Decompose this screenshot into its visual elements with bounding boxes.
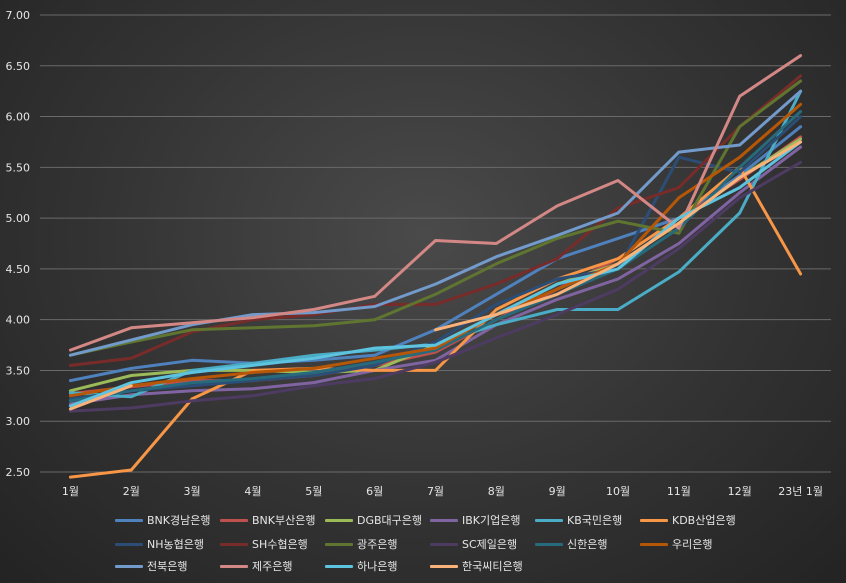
y-axis-ticks: 2.50 3.00 3.50 4.00 4.50 5.00 5.50 6.00 6.50 7.00	[6, 9, 31, 479]
series-line-14	[68, 140, 803, 408]
x-tick-label: 2월	[123, 485, 140, 498]
series-line-15	[68, 140, 803, 411]
x-tick-label: 6월	[366, 485, 383, 498]
y-tick-label: 7.00	[6, 9, 31, 22]
series-line-13	[68, 54, 803, 352]
y-tick-label: 2.50	[6, 466, 31, 479]
series-line-7	[68, 74, 803, 367]
x-tick-label: 1월	[62, 485, 79, 498]
y-tick-label: 6.00	[6, 111, 31, 124]
series-line-9	[68, 160, 803, 413]
x-tick-label: 4월	[244, 485, 261, 498]
x-tick-label: 5월	[305, 485, 322, 498]
x-tick-label: 9월	[549, 485, 566, 498]
y-tick-label: 3.50	[6, 364, 31, 377]
x-tick-label: 23년 1월	[778, 485, 823, 498]
y-tick-label: 5.00	[6, 212, 31, 225]
y-tick-label: 5.50	[6, 161, 31, 174]
y-tick-label: 4.00	[6, 314, 31, 327]
x-tick-label: 11월	[667, 485, 691, 498]
series-line-12	[68, 89, 803, 357]
y-tick-label: 6.50	[6, 60, 31, 73]
x-tick-label: 8월	[488, 485, 505, 498]
series-line-11	[68, 102, 803, 398]
series-lines	[68, 54, 803, 479]
series-line-10	[68, 110, 803, 403]
x-tick-label: 7월	[427, 485, 444, 498]
series-line-6	[68, 115, 803, 401]
series-line-8	[68, 79, 803, 357]
series-line-3	[68, 145, 803, 406]
y-tick-label: 4.50	[6, 263, 31, 276]
x-axis-ticks: 1월 2월 3월 4월 5월 6월 7월 8월 9월 10월 11월 12월 23년 1월	[62, 485, 823, 498]
x-tick-label: 10월	[606, 485, 630, 498]
y-tick-label: 3.00	[6, 415, 31, 428]
x-tick-label: 12월	[728, 485, 752, 498]
x-tick-label: 3월	[184, 485, 201, 498]
